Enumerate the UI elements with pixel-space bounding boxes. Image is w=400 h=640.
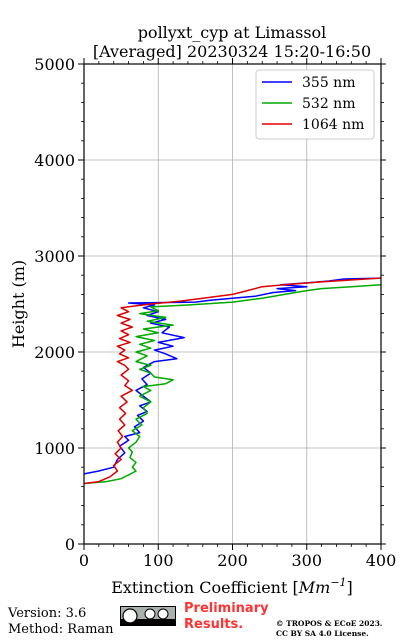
cc-by-sa-icon	[121, 607, 175, 625]
y-axis-label: Height (m)	[9, 260, 28, 348]
cc-license-badge	[120, 606, 176, 626]
preliminary-results-label: Preliminary Results.	[184, 601, 269, 633]
legend-box	[255, 69, 375, 140]
legend-label: 355 nm	[302, 75, 355, 91]
copyright-line-1: © TROPOS & ECoE 2023.	[276, 619, 383, 628]
legend-label: 532 nm	[302, 96, 355, 112]
y-tick-label: 3000	[34, 247, 75, 266]
y-tick-label: 5000	[34, 55, 75, 74]
x-axis-label-exponent: −1	[330, 576, 346, 589]
legend-items: 355 nm 532 nm 1064 nm	[262, 75, 364, 133]
copyright-line-2: CC BY SA 4.0 License.	[276, 629, 369, 638]
legend: 355 nm 532 nm 1064 nm	[255, 69, 375, 140]
series-line-1064-nm	[84, 277, 381, 485]
version-text: Version: 3.6	[8, 606, 87, 621]
y-tick-label: 0	[65, 535, 75, 554]
preliminary-line-2: Results.	[184, 617, 244, 632]
y-tick-label: 1000	[34, 439, 75, 458]
x-tick-label: 300	[291, 551, 322, 570]
legend-label: 1064 nm	[302, 117, 364, 133]
x-axis-label-close: ]	[347, 578, 353, 597]
chart-title-line-1: pollyxt_cyp at Limassol	[138, 23, 327, 42]
x-tick-label: 0	[79, 551, 89, 570]
y-tick-label: 2000	[34, 343, 75, 362]
chart-title-line-2: [Averaged] 20230324 15:20-16:50	[93, 42, 371, 61]
x-axis-label-unit: Mm	[298, 578, 331, 597]
method-text: Method: Raman	[8, 622, 114, 637]
y-tick-label: 4000	[34, 151, 75, 170]
series-line-355-nm	[84, 277, 381, 475]
preliminary-line-1: Preliminary	[184, 601, 269, 616]
series-line-532-nm	[84, 284, 381, 485]
x-axis-label: Extinction Coefficient [Mm−1]	[111, 576, 353, 597]
x-tick-label: 400	[366, 551, 397, 570]
x-axis-label-base: Extinction Coefficient [	[111, 578, 299, 597]
series-lines	[84, 277, 381, 485]
x-tick-label: 100	[143, 551, 174, 570]
x-tick-label: 200	[217, 551, 248, 570]
copyright-notice: © TROPOS & ECoE 2023. CC BY SA 4.0 Licen…	[276, 619, 383, 639]
